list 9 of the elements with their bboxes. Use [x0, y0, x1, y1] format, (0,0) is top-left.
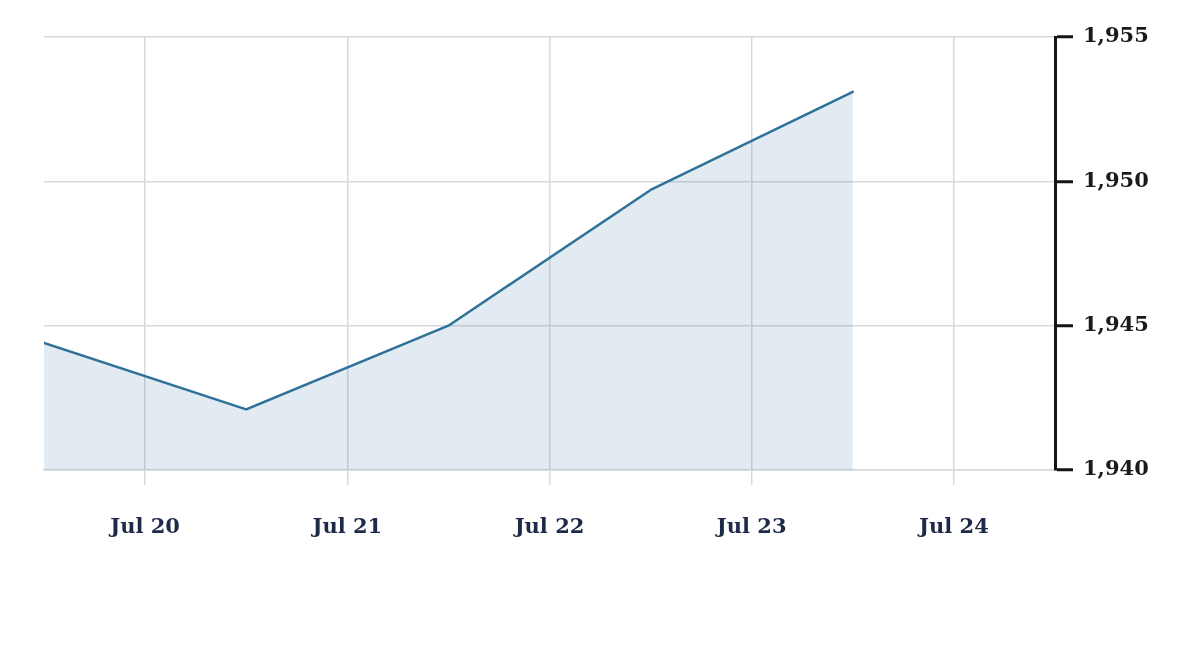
- y-tick-label: 1,955: [1083, 22, 1149, 48]
- x-tick-label: Jul 22: [512, 513, 585, 539]
- y-tick-label: 1,945: [1083, 311, 1149, 337]
- x-tick-label: Jul 23: [714, 513, 787, 539]
- x-tick-label: Jul 24: [917, 513, 989, 539]
- y-tick-label: 1,940: [1083, 455, 1149, 481]
- y-tick-label: 1,950: [1083, 166, 1149, 192]
- x-tick-label: Jul 21: [310, 513, 383, 539]
- x-tick-label: Jul 20: [108, 513, 180, 539]
